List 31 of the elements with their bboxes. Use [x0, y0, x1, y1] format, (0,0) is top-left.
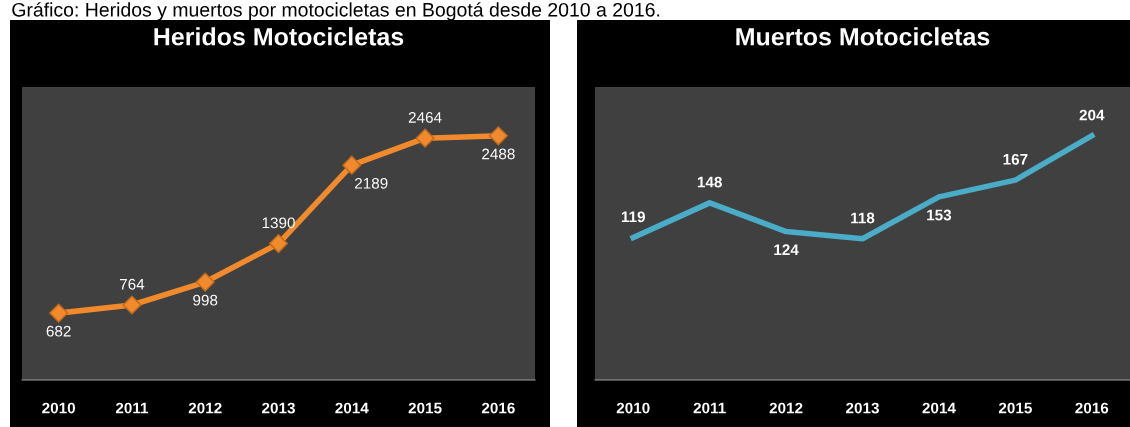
text: Gráfico: Heridos y muertos por motocicletas en Bogotá desde 2010 a 2016. — [12, 2, 660, 21]
data-label: 682 — [46, 325, 71, 337]
chart-title: Muertos Motocicletas — [736, 27, 990, 46]
data-label: 204 — [1079, 109, 1105, 121]
data-label: 153 — [927, 209, 952, 221]
x-tick-label: 2016 — [481, 402, 515, 414]
data-label: 998 — [193, 294, 218, 306]
x-tick-label: 2015 — [998, 402, 1032, 414]
data-label: 124 — [774, 244, 799, 255]
x-tick-label: 2013 — [262, 402, 295, 414]
x-tick-label: 2011 — [115, 402, 149, 414]
data-label: 764 — [119, 278, 145, 290]
data-label: 118 — [851, 212, 875, 224]
x-tick-label: 2016 — [1075, 402, 1109, 414]
x-tick-label: 2013 — [846, 402, 879, 414]
x-tick-label: 2012 — [769, 402, 803, 414]
data-label: 167 — [1003, 153, 1028, 165]
data-label: 2488 — [482, 148, 515, 160]
x-tick-label: 2012 — [188, 402, 222, 414]
data-label: 2189 — [355, 177, 388, 189]
data-label: 148 — [697, 176, 722, 188]
data-label: 119 — [621, 211, 645, 223]
x-tick-label: 2010 — [616, 402, 650, 414]
data-label: 2464 — [408, 112, 442, 123]
x-tick-label: 2014 — [922, 402, 956, 414]
x-tick-label: 2010 — [42, 402, 76, 414]
x-tick-label: 2014 — [335, 402, 369, 414]
chart-title: Heridos Motocicletas — [154, 27, 404, 46]
x-tick-label: 2015 — [408, 402, 442, 414]
data-label: 1390 — [262, 217, 295, 229]
x-tick-label: 2011 — [693, 402, 726, 414]
